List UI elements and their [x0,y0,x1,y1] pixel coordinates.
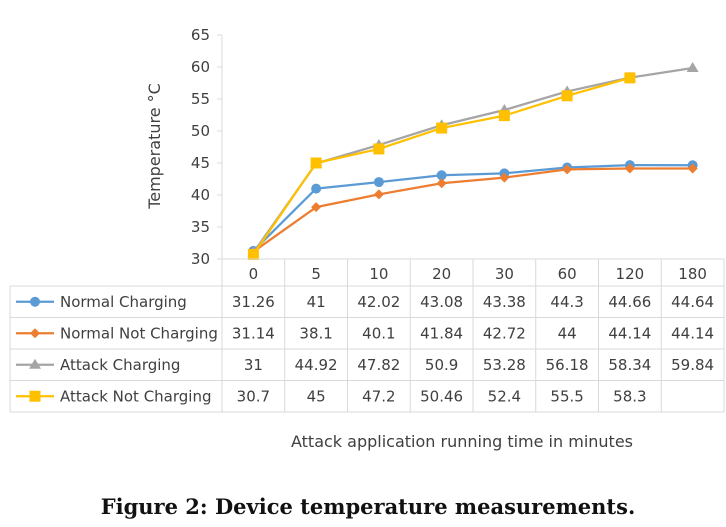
data-label: 42.72 [483,324,526,342]
data-point [624,163,635,174]
x-tick-label: 120 [616,265,645,283]
data-point [247,249,259,261]
y-tick-label: 60 [191,58,210,76]
x-axis-title: Attack application running time in minut… [291,432,633,451]
data-point [436,122,448,134]
data-label: 31.14 [232,324,275,342]
data-label: 52.4 [488,387,521,405]
data-label: 44.14 [608,324,651,342]
data-point [30,328,40,339]
data-label: 43.38 [483,293,526,311]
data-label: 44 [558,324,577,342]
x-tick-label: 10 [369,265,388,283]
data-label: 56.18 [546,356,589,374]
data-label: 58.34 [608,356,651,374]
data-table: 0 5 10 20 30 60 120 180 Normal Charging 31.26 41 42… [9,258,725,413]
legend-label: Normal Not Charging [60,324,218,342]
data-point [498,110,510,122]
series-line [252,167,693,253]
data-point [561,90,573,102]
data-point [29,390,41,402]
data-label: 31.26 [232,293,275,311]
data-label: 44.14 [671,324,714,342]
data-point [29,358,41,369]
y-axis-title: Temperature °C [145,83,164,210]
data-point [686,62,699,73]
data-label: 31 [244,356,263,374]
y-tick-label: 55 [191,90,210,108]
data-label: 38.1 [299,324,332,342]
y-tick-label: 50 [191,122,210,140]
data-label: 44.64 [671,293,714,311]
data-label: 30.7 [237,387,270,405]
data-label: 58.3 [613,387,646,405]
data-label: 53.28 [483,356,526,374]
data-label: 47.2 [362,387,395,405]
y-tick-label: 40 [191,186,210,204]
data-label: 45 [307,387,326,405]
y-tick-label: 30 [191,250,210,268]
y-tick-label: 45 [191,154,210,172]
data-point [311,183,322,194]
data-point [687,163,698,174]
x-tick-label: 5 [311,265,321,283]
legend-label: Normal Charging [60,293,187,311]
data-label: 41.84 [420,324,463,342]
data-label: 47.82 [357,356,400,374]
data-label: 50.9 [425,356,458,374]
data-point [310,157,322,169]
series-1 [248,163,698,257]
data-label: 44.3 [550,293,583,311]
x-tick-label: 30 [495,265,514,283]
legend-label: Attack Charging [60,356,180,374]
data-point [30,296,40,307]
data-point [562,164,573,175]
x-tick-label: 180 [678,265,707,283]
legend-label: Attack Not Charging [60,387,212,405]
data-point [311,202,322,213]
data-label: 43.08 [420,293,463,311]
y-axis: 30 35 40 45 50 55 60 65 [191,26,223,268]
data-point [373,143,385,155]
data-point [499,172,510,183]
series-3 [247,72,636,261]
data-label: 42.02 [357,293,400,311]
data-point [373,177,384,188]
y-tick-label: 35 [191,218,210,236]
data-point [436,178,447,189]
figure-caption: Figure 2: Device temperature measurement… [101,494,636,519]
x-tick-label: 60 [558,265,577,283]
series-line [252,164,693,252]
data-point [436,170,447,181]
data-label: 44.92 [295,356,338,374]
data-label: 41 [307,293,326,311]
data-label: 44.66 [608,293,651,311]
x-tick-label: 0 [249,265,259,283]
data-label: 59.84 [671,356,714,374]
data-label: 50.46 [420,387,463,405]
x-tick-label: 20 [432,265,451,283]
data-label: 40.1 [362,324,395,342]
data-point [373,189,384,200]
data-point [624,72,636,84]
data-label: 55.5 [550,387,583,405]
y-tick-label: 65 [191,26,210,44]
plot-area [247,62,699,261]
